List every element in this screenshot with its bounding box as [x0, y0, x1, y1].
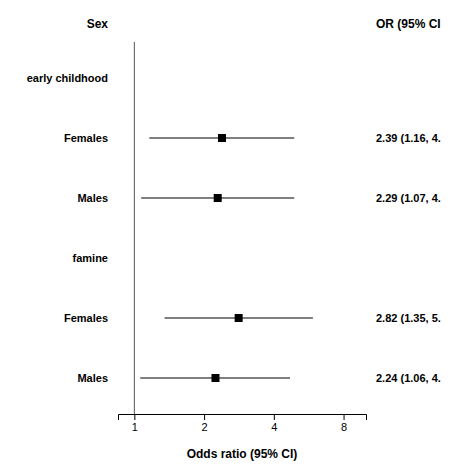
estimate-marker	[211, 374, 219, 382]
value-label: 2.29 (1.07, 4.	[376, 192, 441, 204]
estimate-marker	[218, 134, 226, 142]
row-label: Females	[64, 132, 108, 144]
x-tick-label: 4	[271, 421, 277, 433]
x-tick-mark	[344, 414, 345, 420]
x-tick-mark	[134, 414, 135, 420]
reference-line	[134, 42, 135, 414]
value-label: 2.24 (1.06, 4.	[376, 372, 441, 384]
x-tick-label: 8	[341, 421, 347, 433]
x-tick: 4	[271, 414, 277, 433]
x-axis: 1 2 4 8	[119, 414, 367, 433]
group-label: famine	[73, 252, 108, 264]
x-tick-mark	[204, 414, 205, 420]
plot: 1 2 4 8 early childhood Females Males famine Fem…	[27, 17, 441, 433]
estimate-marker	[214, 194, 222, 202]
x-tick: 8	[341, 414, 347, 433]
group-label: early childhood	[27, 72, 108, 84]
x-tick-label: 1	[132, 421, 138, 433]
value-label: 2.39 (1.16, 4.	[376, 132, 441, 144]
x-axis-line	[119, 415, 367, 421]
row-label: Females	[64, 312, 108, 324]
x-tick: 1	[132, 414, 138, 433]
row-label: Males	[77, 192, 108, 204]
x-tick-label: 2	[202, 421, 208, 433]
x-tick-mark	[274, 414, 275, 420]
column-header: OR (95% CI	[376, 17, 441, 31]
x-tick: 2	[202, 414, 208, 433]
x-axis-title: Odds ratio (95% CI)	[187, 447, 298, 461]
value-label: 2.82 (1.35, 5.	[376, 312, 441, 324]
column-header: Sex	[87, 17, 109, 31]
marks	[134, 42, 313, 414]
estimate-marker	[235, 314, 243, 322]
chart: 1 2 4 8 early childhood Females Males famine Fem…	[0, 0, 474, 474]
row-label: Males	[77, 372, 108, 384]
